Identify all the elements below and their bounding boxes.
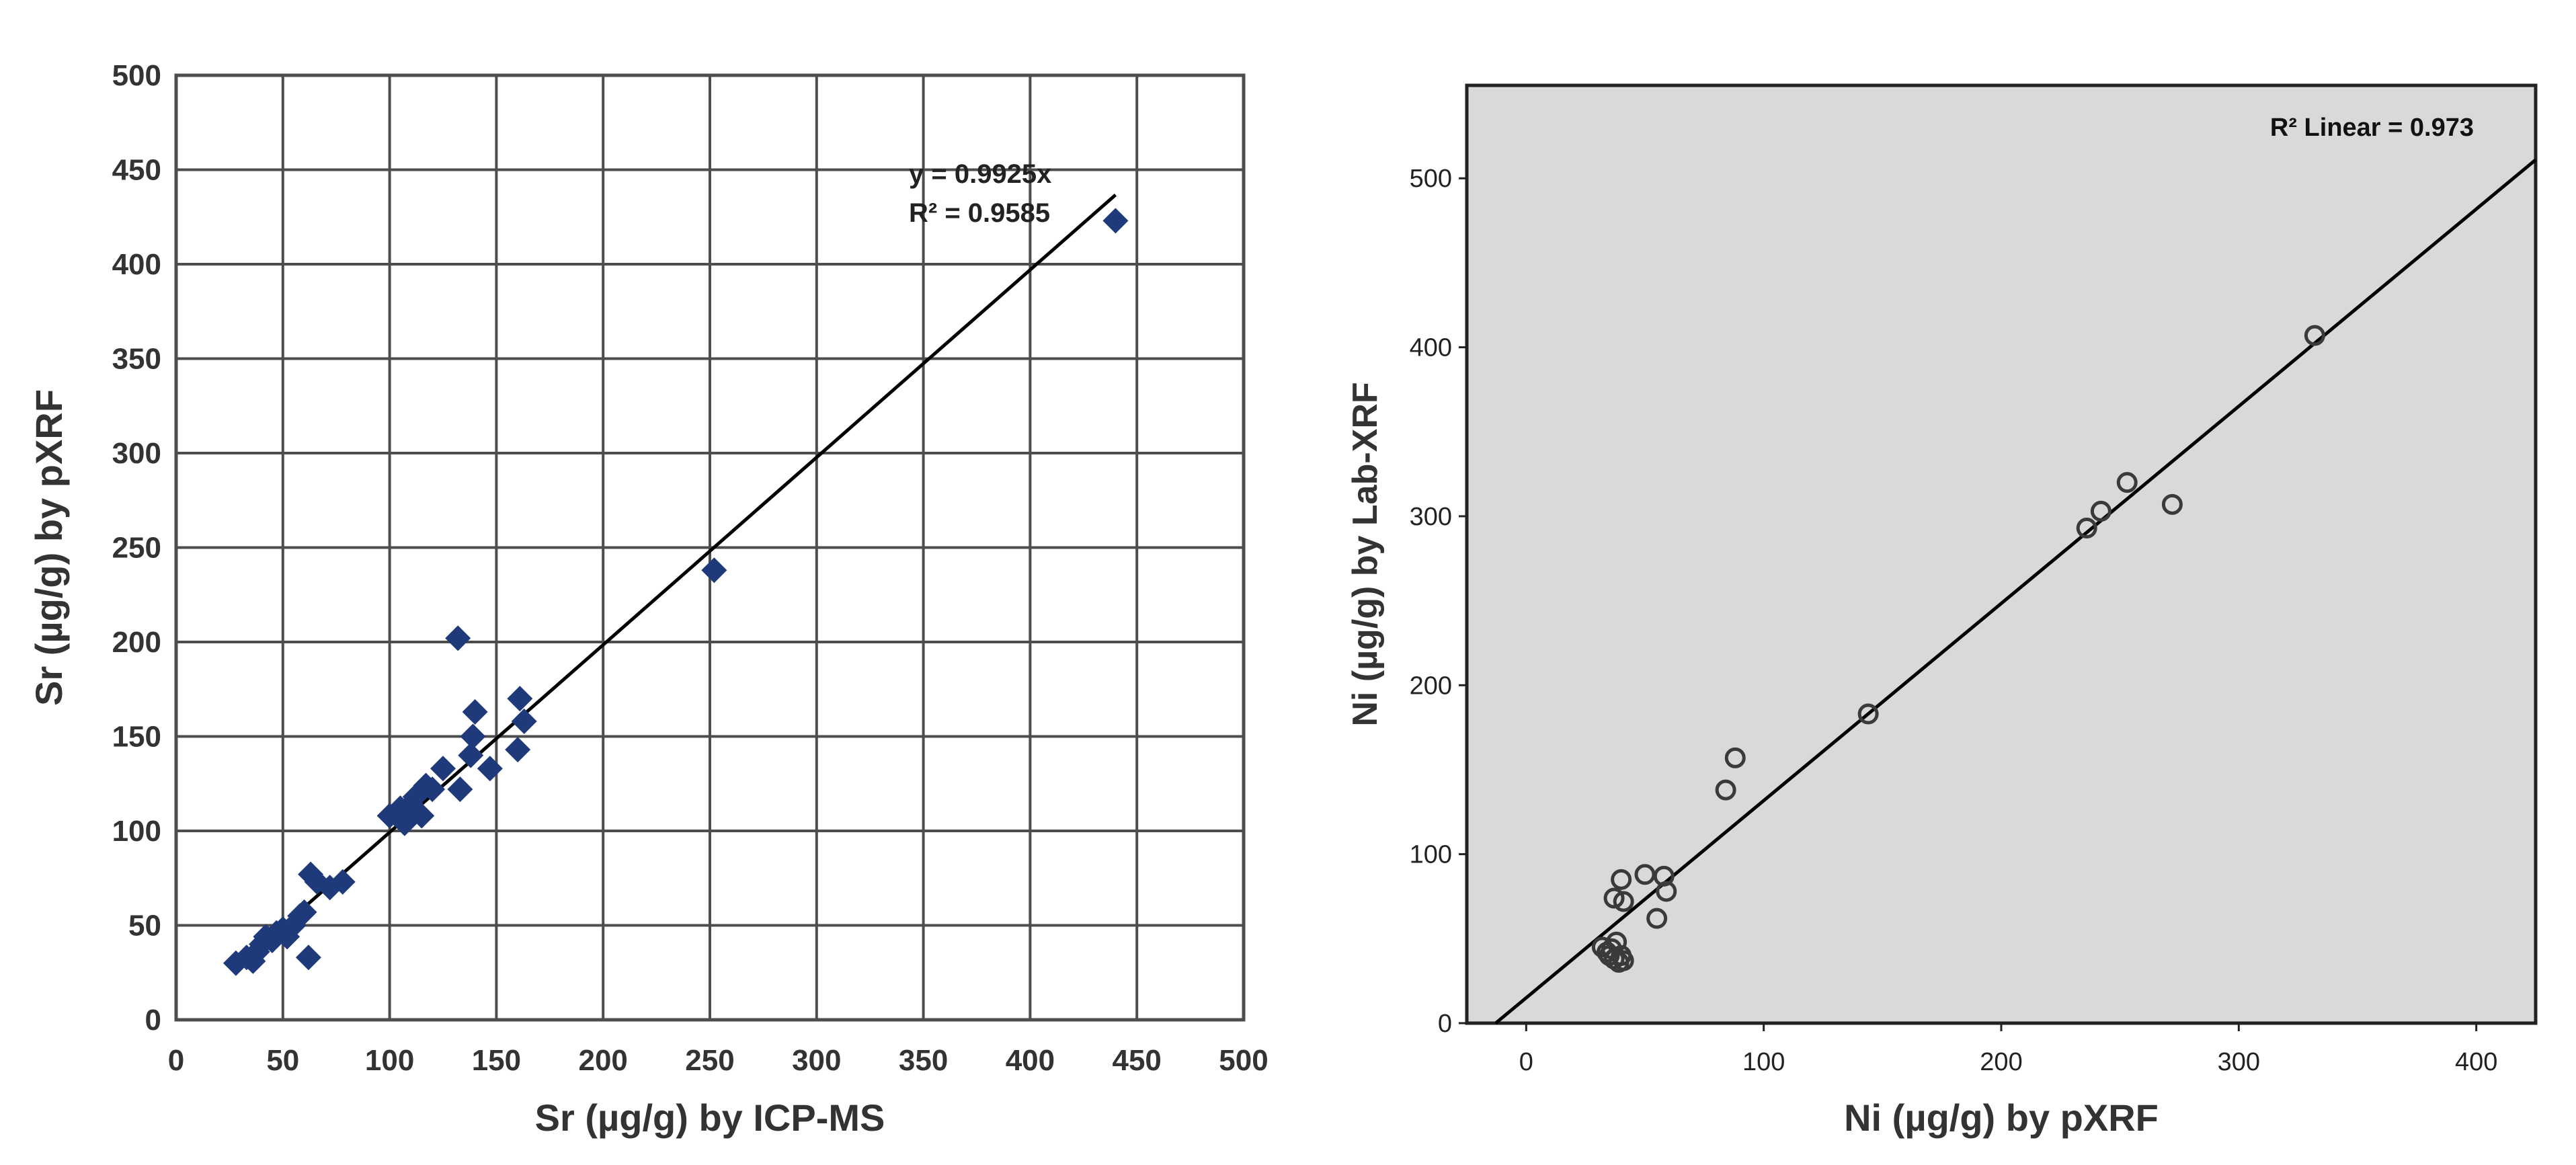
data-point	[1603, 887, 1625, 909]
data-point	[511, 709, 537, 735]
y-tick-label: 400	[1410, 334, 1452, 362]
chart-sr: 0 50 100 150 200 250 300 350 400 450 500 0 50 100 150…	[28, 59, 1269, 1139]
data-point	[1102, 208, 1129, 234]
plot-area-frame	[1465, 83, 2538, 1025]
y-tick-label: 0	[145, 1004, 161, 1037]
data-points	[1591, 325, 2325, 973]
data-point	[1857, 703, 1879, 725]
x-tick-labels: 0 50 100 150 200 250 300 350 400 450 500	[168, 1044, 1269, 1077]
data-point	[409, 803, 435, 829]
grid-lines	[176, 75, 1244, 1020]
data-point	[1613, 950, 1634, 971]
r-squared-label: R² = 0.9585	[909, 198, 1050, 228]
data-point	[1715, 779, 1736, 801]
data-point	[295, 945, 321, 971]
r-squared-label: R² Linear = 0.973	[2270, 114, 2474, 142]
y-tick-label: 400	[112, 248, 161, 281]
data-point	[1653, 865, 1675, 887]
data-point	[419, 776, 446, 803]
y-tick-labels: 0 50 100 150 200 250 300 350 400 450 500	[112, 59, 161, 1037]
y-tick-label: 300	[1410, 503, 1452, 531]
y-axis-title: Ni (µg/g) by Lab-XRF	[1346, 382, 1385, 726]
x-tick-label: 400	[1006, 1044, 1055, 1077]
trendline	[233, 193, 1117, 971]
data-point	[1611, 869, 1632, 890]
data-point	[477, 756, 503, 782]
data-point	[507, 686, 533, 712]
data-point	[291, 899, 317, 925]
y-tick-label: 200	[112, 626, 161, 659]
x-tick-label: 300	[2218, 1048, 2260, 1076]
y-tick-label: 500	[1410, 165, 1452, 193]
data-point	[1646, 908, 1668, 929]
x-tick-label: 50	[266, 1044, 299, 1077]
y-tick-label: 100	[1410, 841, 1452, 869]
data-point	[430, 756, 456, 782]
data-point	[1724, 747, 1746, 768]
data-points	[223, 208, 1129, 976]
equation-label: y = 0.9925x	[909, 159, 1051, 189]
data-point	[1656, 881, 1677, 902]
trendline	[1494, 158, 2537, 1025]
data-point	[2161, 493, 2183, 515]
x-tick-label: 0	[168, 1044, 184, 1077]
data-point	[445, 625, 471, 651]
y-tick-label: 100	[112, 815, 161, 848]
x-tick-label: 450	[1112, 1044, 1161, 1077]
x-axis-title: Sr (µg/g) by ICP-MS	[535, 1096, 885, 1139]
y-tick-label: 150	[112, 721, 161, 754]
data-point	[2304, 325, 2325, 346]
x-tick-label: 300	[792, 1044, 841, 1077]
x-tick-label: 400	[2455, 1048, 2497, 1076]
y-tick-label: 200	[1410, 672, 1452, 700]
y-tick-label: 500	[112, 59, 161, 92]
y-tick-label: 50	[128, 910, 161, 942]
data-point	[1613, 891, 1634, 912]
y-tick-label: 0	[1438, 1010, 1452, 1038]
data-point	[460, 723, 486, 750]
data-point	[2116, 472, 2138, 493]
data-point	[462, 698, 488, 725]
x-tick-label: 350	[899, 1044, 948, 1077]
x-tick-labels: 0 100 200 300 400	[1519, 1023, 2497, 1076]
data-point	[447, 776, 473, 803]
data-point	[2076, 518, 2097, 539]
y-tick-label: 300	[112, 437, 161, 470]
x-tick-label: 100	[365, 1044, 414, 1077]
chart-ni: 0 100 200 300 400 0 100 200 300 400 500 R² Linear…	[1346, 83, 2538, 1139]
x-tick-label: 200	[1980, 1048, 2022, 1076]
data-point	[458, 742, 484, 768]
x-tick-label: 150	[472, 1044, 521, 1077]
y-tick-label: 350	[112, 343, 161, 376]
x-tick-label: 0	[1519, 1048, 1533, 1076]
data-point	[505, 737, 531, 763]
x-tick-label: 250	[685, 1044, 734, 1077]
data-point	[1606, 931, 1627, 953]
y-axis-title: Sr (µg/g) by pXRF	[28, 389, 70, 706]
data-point	[701, 557, 727, 584]
data-point	[2090, 500, 2111, 522]
y-tick-label: 450	[112, 154, 161, 187]
x-tick-label: 200	[578, 1044, 627, 1077]
y-tick-label: 250	[112, 532, 161, 565]
x-tick-label: 500	[1219, 1044, 1268, 1077]
data-point	[329, 869, 356, 895]
x-tick-label: 100	[1742, 1048, 1785, 1076]
y-tick-labels: 0 100 200 300 400 500	[1410, 165, 1467, 1038]
x-axis-title: Ni (µg/g) by pXRF	[1844, 1096, 2159, 1139]
